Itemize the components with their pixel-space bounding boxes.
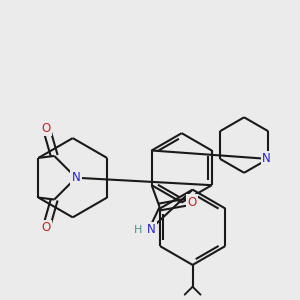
Text: N: N [72, 171, 80, 184]
Text: O: O [42, 122, 51, 135]
Text: H: H [134, 225, 142, 235]
Text: O: O [188, 196, 197, 208]
Text: N: N [147, 223, 156, 236]
Text: N: N [262, 152, 271, 165]
Text: O: O [42, 221, 51, 234]
